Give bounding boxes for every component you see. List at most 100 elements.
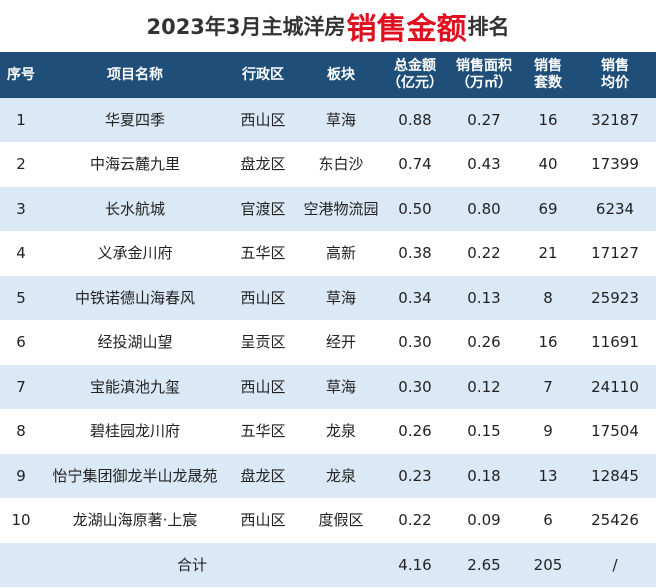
cell-district: 盘龙区 xyxy=(228,142,298,187)
header-units-line1: 销售 xyxy=(534,58,562,74)
cell-amount: 0.50 xyxy=(384,186,446,232)
cell-rank: 7 xyxy=(0,364,42,410)
header-rank: 序号 xyxy=(0,52,42,98)
cell-project: 义承金川府 xyxy=(42,231,228,276)
cell-amount: 0.23 xyxy=(384,453,446,499)
total-floor-area: 2.65 xyxy=(446,542,522,588)
header-avg-price: 销售 均价 xyxy=(574,52,656,98)
cell-units: 16 xyxy=(522,98,574,143)
cell-units: 7 xyxy=(522,364,574,410)
header-floor-area-line1: 销售面积 xyxy=(456,58,512,74)
title-highlight: 销售金额 xyxy=(346,12,467,47)
cell-project: 华夏四季 xyxy=(42,98,228,143)
cell-avg-price: 25923 xyxy=(574,275,656,321)
cell-district: 西山区 xyxy=(228,275,298,321)
cell-project: 宝能滇池九玺 xyxy=(42,364,228,410)
total-amount: 4.16 xyxy=(384,542,446,588)
header-avg-price-line2: 均价 xyxy=(601,75,629,91)
cell-area: 高新 xyxy=(298,231,384,276)
cell-amount: 0.30 xyxy=(384,364,446,410)
cell-avg-price: 32187 xyxy=(574,98,656,143)
cell-project: 中海云麓九里 xyxy=(42,142,228,187)
cell-amount: 0.26 xyxy=(384,409,446,454)
cell-amount: 0.30 xyxy=(384,320,446,365)
total-label: 合计 xyxy=(0,542,384,588)
cell-floor-area: 0.43 xyxy=(446,142,522,187)
cell-project: 碧桂园龙川府 xyxy=(42,409,228,454)
cell-district: 西山区 xyxy=(228,98,298,143)
header-floor-area: 销售面积 （万㎡） xyxy=(446,52,522,98)
cell-floor-area: 0.09 xyxy=(446,498,522,543)
cell-project: 龙湖山海原著·上宸 xyxy=(42,498,228,543)
table-row: 2 中海云麓九里 盘龙区 东白沙 0.74 0.43 40 17399 xyxy=(0,142,656,187)
header-avg-price-line1: 销售 xyxy=(601,58,629,74)
cell-units: 13 xyxy=(522,453,574,499)
cell-rank: 8 xyxy=(0,409,42,454)
header-units: 销售 套数 xyxy=(522,52,574,98)
table-row: 1 华夏四季 西山区 草海 0.88 0.27 16 32187 xyxy=(0,98,656,143)
cell-floor-area: 0.22 xyxy=(446,231,522,276)
title-suffix: 排名 xyxy=(467,15,510,39)
cell-avg-price: 17399 xyxy=(574,142,656,187)
header-amount: 总金额 （亿元） xyxy=(384,52,446,98)
cell-project: 长水航城 xyxy=(42,186,228,232)
cell-district: 西山区 xyxy=(228,364,298,410)
cell-floor-area: 0.80 xyxy=(446,186,522,232)
cell-project: 怡宁集团御龙半山龙晟苑 xyxy=(42,453,228,499)
title-prefix: 2023年3月主城洋房 xyxy=(146,15,346,39)
cell-area: 龙泉 xyxy=(298,453,384,499)
cell-district: 五华区 xyxy=(228,409,298,454)
cell-avg-price: 24110 xyxy=(574,364,656,410)
cell-floor-area: 0.18 xyxy=(446,453,522,499)
cell-district: 五华区 xyxy=(228,231,298,276)
header-floor-area-line2: （万㎡） xyxy=(456,75,512,91)
table-body: 1 华夏四季 西山区 草海 0.88 0.27 16 32187 2 中海云麓九里 盘龙区 东白沙 0.… xyxy=(0,98,656,543)
cell-rank: 9 xyxy=(0,453,42,499)
page-title: 2023年3月主城洋房 销售金额 排名 xyxy=(0,0,656,52)
cell-amount: 0.88 xyxy=(384,98,446,143)
cell-avg-price: 25426 xyxy=(574,498,656,543)
cell-avg-price: 6234 xyxy=(574,186,656,232)
table-row: 9 怡宁集团御龙半山龙晟苑 盘龙区 龙泉 0.23 0.18 13 12845 xyxy=(0,453,656,499)
cell-amount: 0.74 xyxy=(384,142,446,187)
cell-area: 度假区 xyxy=(298,498,384,543)
cell-amount: 0.34 xyxy=(384,275,446,321)
cell-project: 中铁诺德山海春风 xyxy=(42,275,228,321)
header-amount-line2: （亿元） xyxy=(387,75,443,91)
cell-district: 官渡区 xyxy=(228,186,298,232)
header-project: 项目名称 xyxy=(42,52,228,98)
cell-rank: 1 xyxy=(0,98,42,143)
cell-units: 6 xyxy=(522,498,574,543)
cell-units: 16 xyxy=(522,320,574,365)
header-district: 行政区 xyxy=(228,52,298,98)
cell-avg-price: 17127 xyxy=(574,231,656,276)
table-row: 3 长水航城 官渡区 空港物流园 0.50 0.80 69 6234 xyxy=(0,186,656,232)
cell-floor-area: 0.27 xyxy=(446,98,522,143)
table-row: 8 碧桂园龙川府 五华区 龙泉 0.26 0.15 9 17504 xyxy=(0,409,656,454)
cell-area: 草海 xyxy=(298,275,384,321)
cell-area: 龙泉 xyxy=(298,409,384,454)
cell-floor-area: 0.26 xyxy=(446,320,522,365)
header-units-line2: 套数 xyxy=(534,75,562,91)
table-row: 7 宝能滇池九玺 西山区 草海 0.30 0.12 7 24110 xyxy=(0,364,656,410)
table-row: 5 中铁诺德山海春风 西山区 草海 0.34 0.13 8 25923 xyxy=(0,275,656,321)
header-amount-line1: 总金额 xyxy=(394,58,436,74)
cell-rank: 6 xyxy=(0,320,42,365)
cell-area: 草海 xyxy=(298,98,384,143)
cell-units: 40 xyxy=(522,142,574,187)
cell-floor-area: 0.13 xyxy=(446,275,522,321)
cell-district: 西山区 xyxy=(228,498,298,543)
cell-rank: 4 xyxy=(0,231,42,276)
total-row: 合计 4.16 2.65 205 / xyxy=(0,542,656,588)
cell-area: 东白沙 xyxy=(298,142,384,187)
cell-avg-price: 12845 xyxy=(574,453,656,499)
table-row: 4 义承金川府 五华区 高新 0.38 0.22 21 17127 xyxy=(0,231,656,276)
sales-ranking-table: 序号 项目名称 行政区 板块 总金额 （亿元） 销售面积 （万㎡） 销售 套数 销售均… xyxy=(0,52,656,588)
cell-district: 呈贡区 xyxy=(228,320,298,365)
cell-units: 69 xyxy=(522,186,574,232)
table-row: 10 龙湖山海原著·上宸 西山区 度假区 0.22 0.09 6 25426 xyxy=(0,498,656,543)
cell-project: 经投湖山望 xyxy=(42,320,228,365)
cell-avg-price: 11691 xyxy=(574,320,656,365)
table-header-row: 序号 项目名称 行政区 板块 总金额 （亿元） 销售面积 （万㎡） 销售 套数 销售均… xyxy=(0,52,656,98)
